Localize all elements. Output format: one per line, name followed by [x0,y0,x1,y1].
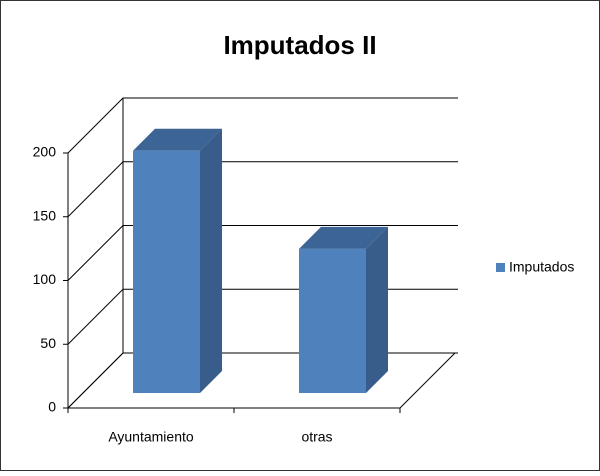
bar-top [133,128,222,151]
grid-line [67,97,458,154]
x-tick-label: Ayuntamiento [108,429,194,445]
bar [299,248,366,393]
y-tick-label: 150 [33,207,57,223]
legend-swatch [496,263,505,272]
grid-line [67,161,458,218]
y-tick-label: 200 [33,144,57,160]
bar-side [200,128,222,393]
y-tick-label: 100 [33,271,57,287]
legend-label: Imputados [509,259,574,275]
y-tick-label: 0 [48,399,56,415]
bar [133,150,200,393]
x-tick-label: otras [301,429,332,445]
y-tick-label: 50 [40,335,56,351]
chart-title: Imputados II [223,30,376,60]
grid-line [67,225,458,281]
bar-top [299,226,388,249]
bar-side [366,226,388,393]
